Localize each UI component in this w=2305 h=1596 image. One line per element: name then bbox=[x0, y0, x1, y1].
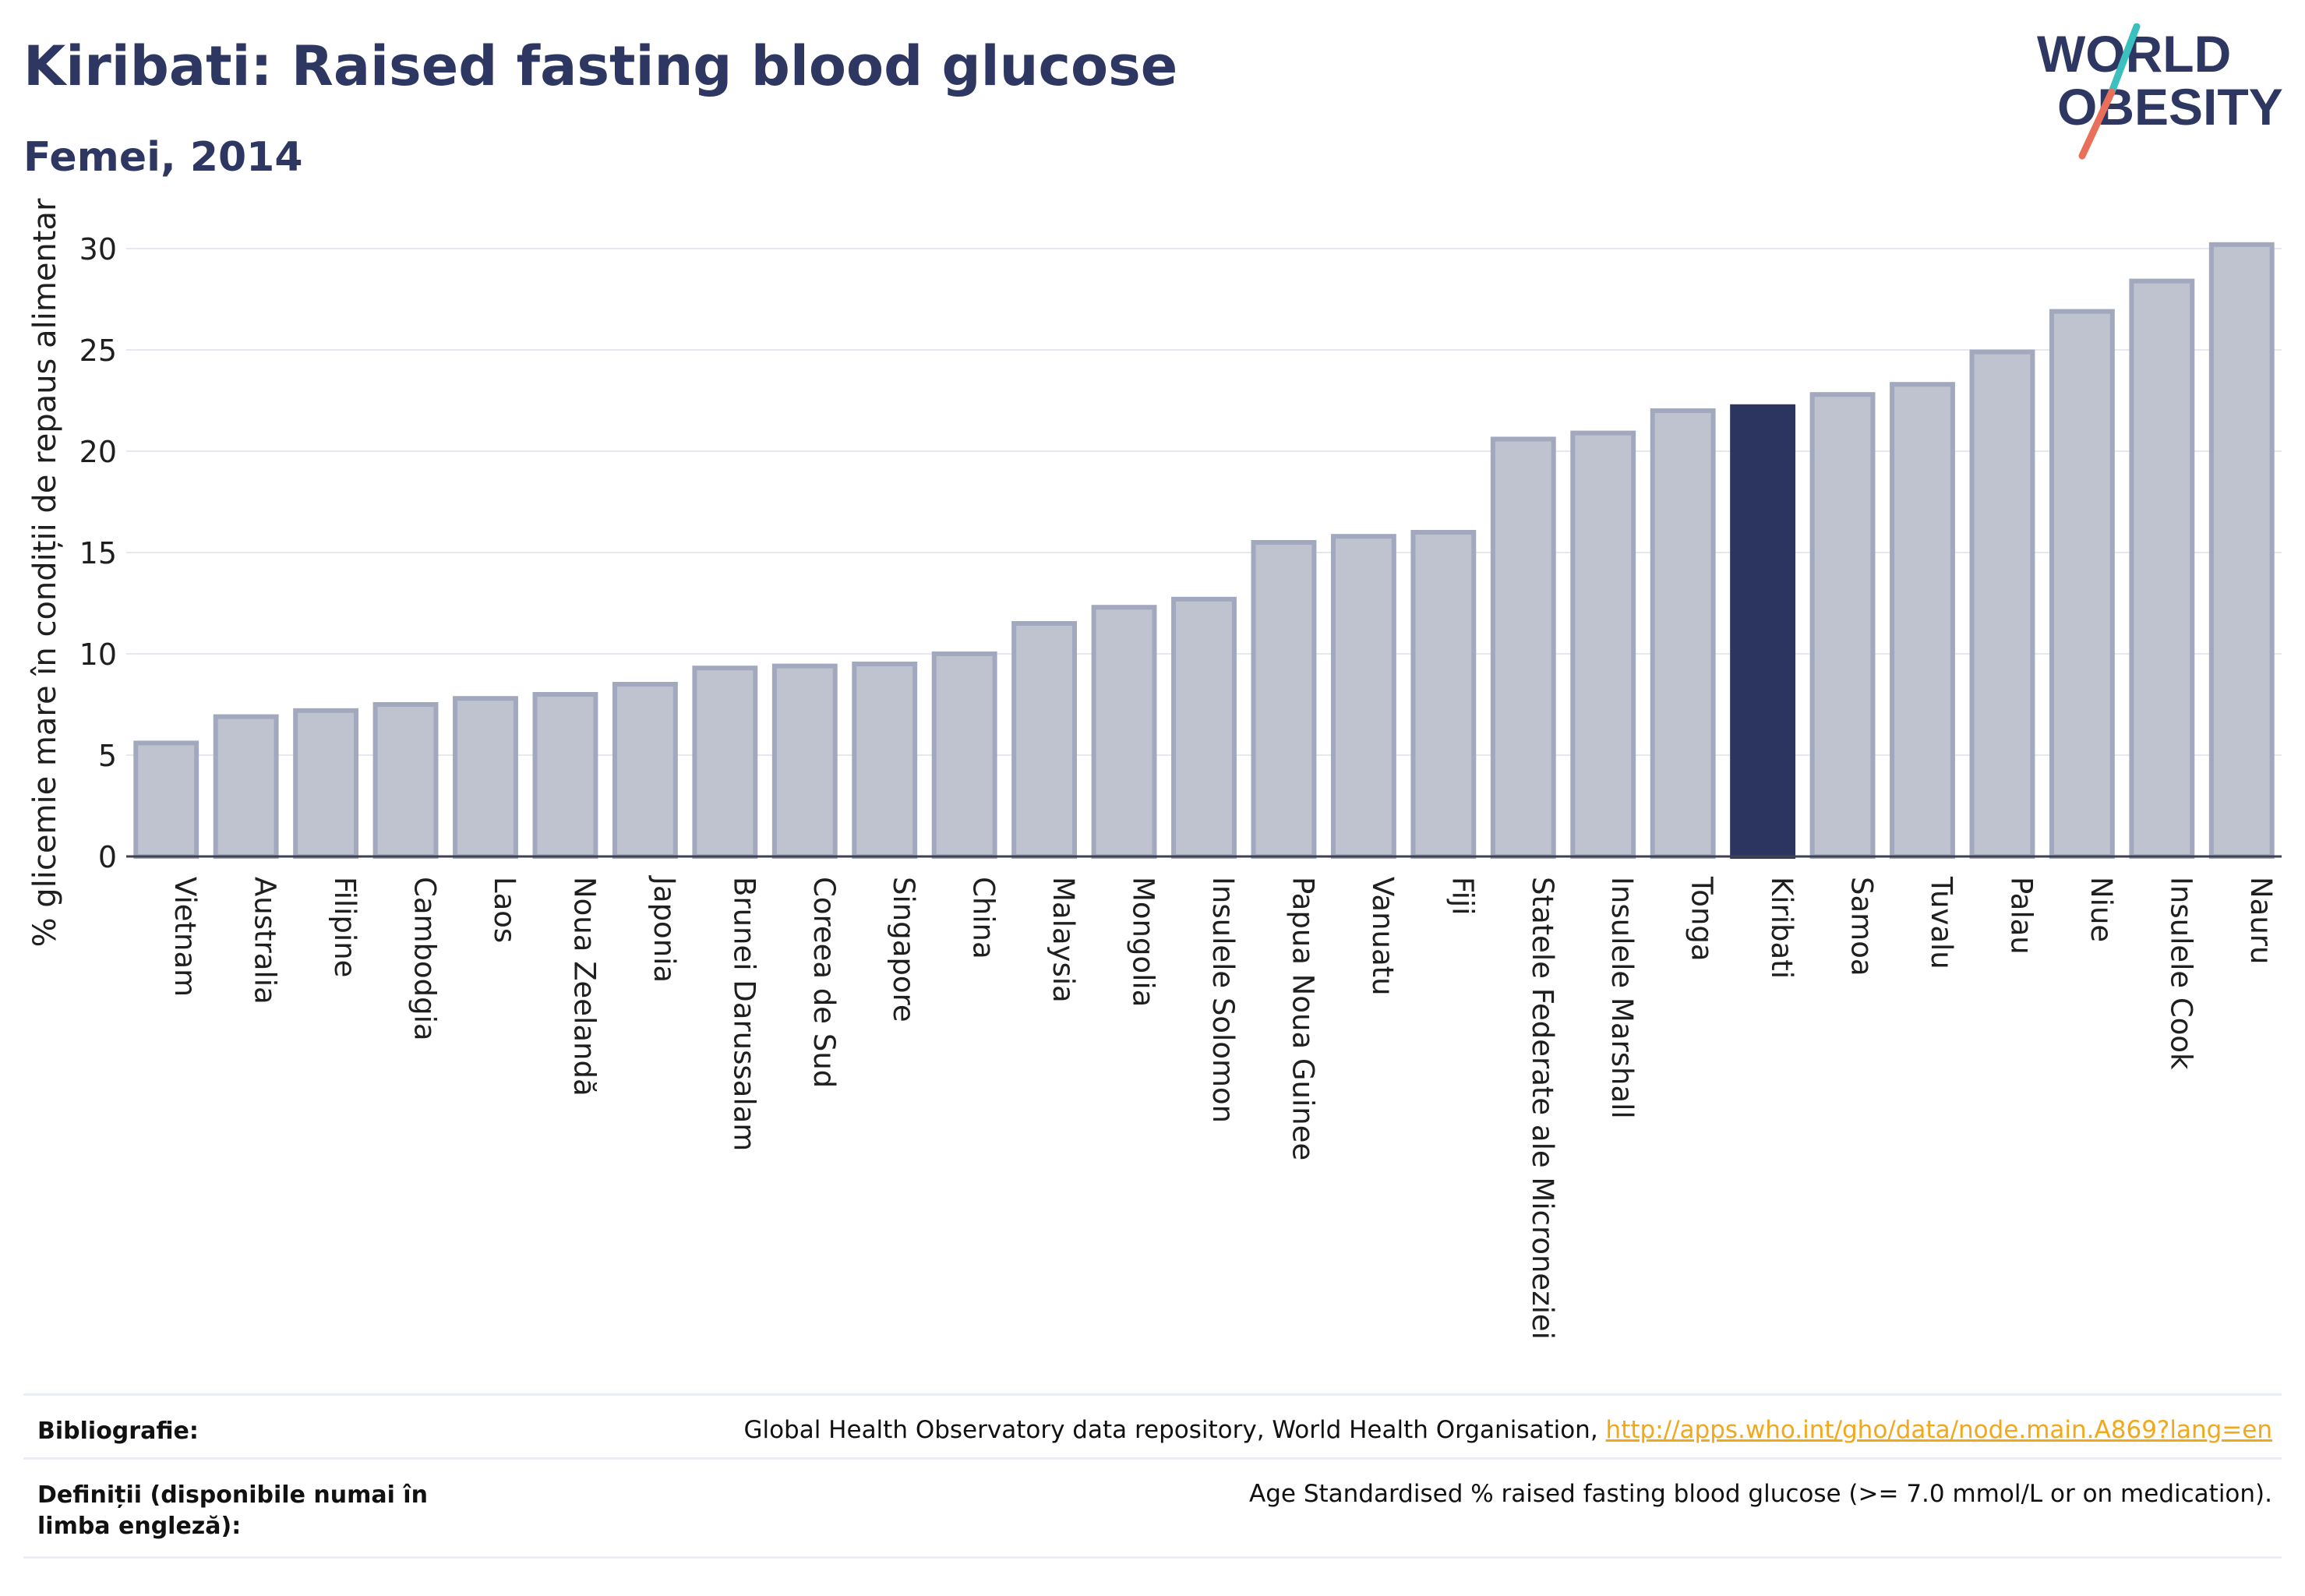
x-tick-label: Japonia bbox=[648, 875, 681, 983]
x-tick-label: Cambodgia bbox=[408, 877, 442, 1041]
y-tick-label: 25 bbox=[79, 334, 117, 368]
x-tick-label: Palau bbox=[2004, 877, 2038, 955]
bar-1 bbox=[213, 714, 279, 859]
bar-2 bbox=[293, 708, 359, 859]
bar-18 bbox=[1570, 430, 1636, 859]
bibliography-link[interactable]: http://apps.who.int/gho/data/node.main.A… bbox=[1605, 1416, 2272, 1444]
x-tick-label: Noua Zeelandă bbox=[567, 877, 601, 1096]
bar-14 bbox=[1251, 540, 1317, 859]
y-tick-label: 30 bbox=[79, 232, 117, 267]
y-tick-label: 20 bbox=[79, 435, 117, 469]
bar-15 bbox=[1330, 534, 1396, 859]
bar-19 bbox=[1650, 408, 1716, 859]
x-tick-label: Filipine bbox=[328, 877, 362, 977]
x-tick-label: Vietnam bbox=[168, 877, 202, 997]
x-tick-label: Brunei Darussalam bbox=[727, 877, 761, 1151]
bar-23 bbox=[1969, 349, 2035, 860]
bar-11 bbox=[1011, 621, 1078, 859]
x-tick-label: Samoa bbox=[1845, 877, 1879, 976]
x-tick-label: Insulele Marshall bbox=[1605, 877, 1639, 1119]
bar-24 bbox=[2049, 309, 2115, 860]
x-tick-label: Australia bbox=[249, 877, 282, 1005]
footer-definitions-row: Definiții (disponibile numai în limba en… bbox=[23, 1457, 2282, 1559]
bar-26 bbox=[2208, 242, 2275, 859]
bar-9 bbox=[852, 662, 918, 859]
chart-subtitle: Femei, 2014 bbox=[23, 134, 303, 181]
bar-3 bbox=[372, 702, 439, 859]
x-tick-label: Singapore bbox=[887, 877, 920, 1022]
x-tick-label: Coreea de Sud bbox=[807, 877, 841, 1088]
bar-7 bbox=[692, 666, 758, 860]
bar-8 bbox=[771, 663, 838, 859]
bar-10 bbox=[931, 651, 997, 859]
bar-13 bbox=[1171, 596, 1237, 859]
chart-title: Kiribati: Raised fasting blood glucose bbox=[23, 34, 1178, 98]
x-tick-label: Insulele Solomon bbox=[1206, 877, 1240, 1123]
x-tick-label: China bbox=[967, 877, 1001, 959]
bar-0 bbox=[133, 740, 199, 860]
x-tick-label: Niue bbox=[2084, 877, 2118, 942]
x-tick-label: Kiribati bbox=[1765, 877, 1798, 979]
definitions-label: Definiții (disponibile numai în limba en… bbox=[37, 1481, 428, 1540]
x-tick-label: Tonga bbox=[1686, 876, 1719, 962]
bar-5 bbox=[532, 692, 598, 859]
world-obesity-logo: WORLD OBESITY bbox=[2037, 23, 2283, 160]
y-tick-label: 15 bbox=[79, 536, 117, 570]
bibliography-source: Global Health Observatory data repositor… bbox=[743, 1416, 1606, 1444]
y-tick-label: 5 bbox=[98, 739, 117, 773]
definitions-text: Age Standardised % raised fasting blood … bbox=[1249, 1480, 2272, 1508]
x-tick-label: Vanuatu bbox=[1366, 877, 1400, 996]
y-tick-label: 10 bbox=[79, 637, 117, 672]
logo-slash-teal bbox=[2108, 23, 2141, 96]
y-tick-label: 0 bbox=[98, 840, 117, 874]
x-tick-label: Malaysia bbox=[1047, 877, 1080, 1003]
bar-6 bbox=[612, 682, 678, 859]
bar-chart: 0 5 10 15 20 25 30 Vietnam Australia Filipine Camb… bbox=[79, 232, 2282, 1340]
bibliography-label: Bibliografie: bbox=[37, 1418, 199, 1445]
logo-slash-coral bbox=[2078, 88, 2116, 160]
y-axis-label: % glicemie mare în condiții de repaus al… bbox=[27, 198, 63, 948]
x-tick-label: Mongolia bbox=[1127, 877, 1160, 1007]
bibliography-text: Global Health Observatory data repositor… bbox=[743, 1416, 2272, 1444]
footer-bibliography-row: Bibliografie: Global Health Observatory … bbox=[23, 1393, 2282, 1460]
bar-4 bbox=[453, 696, 518, 860]
bar-20 bbox=[1730, 404, 1796, 859]
x-tick-label: Insulele Cook bbox=[2164, 877, 2197, 1070]
bar-12 bbox=[1091, 605, 1157, 859]
x-tick-label: Papua Noua Guinee bbox=[1286, 877, 1319, 1160]
x-tick-label: Fiji bbox=[1445, 877, 1479, 915]
x-tick-label: Laos bbox=[488, 877, 521, 943]
bar-21 bbox=[1809, 392, 1876, 859]
bar-16 bbox=[1410, 530, 1477, 859]
bar-22 bbox=[1890, 382, 1955, 859]
x-tick-label: Nauru bbox=[2244, 877, 2278, 964]
x-tick-label: Statele Federate ale Microneziei bbox=[1526, 877, 1559, 1340]
bar-17 bbox=[1490, 436, 1556, 859]
bar-25 bbox=[2129, 278, 2195, 860]
x-tick-label: Tuvalu bbox=[1925, 876, 1958, 969]
